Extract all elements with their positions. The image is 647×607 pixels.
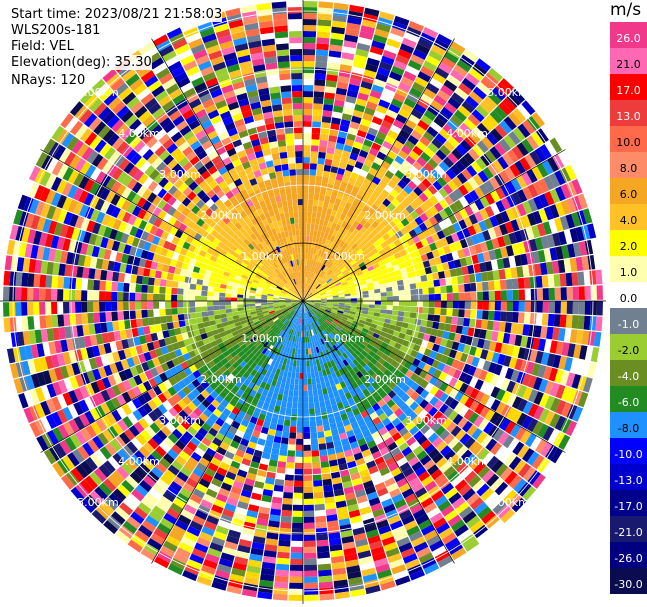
range-ring-label: 3.00km [405, 168, 447, 181]
azimuth-spoke [302, 300, 455, 564]
range-ring-label: 5.00km [487, 86, 529, 99]
range-ring-label: 2.00km [200, 373, 242, 386]
velocity-field [3, 1, 603, 601]
colorbar-tick-label: -21.0 [614, 526, 643, 539]
colorbar-tick-label: -8.0 [617, 422, 640, 435]
azimuth-spoke [151, 38, 304, 302]
colorbar-tick-label: -1.0 [617, 318, 640, 331]
colorbar-tick-label: -17.0 [614, 500, 643, 513]
instrument-label: WLS200s-181 [11, 23, 101, 38]
range-ring-labels: 1.00km 1.00km 1.00km 1.00km 2.00km 2.00km 2.00… [77, 86, 529, 509]
colorbar-tick-label: 17.0 [616, 84, 641, 97]
range-ring-label: 4.00km [446, 127, 488, 140]
colorbar-swatch [610, 48, 647, 74]
colorbar-swatch [610, 126, 647, 152]
colorbar-swatch [610, 204, 647, 230]
colorbar-swatch [610, 178, 647, 204]
colorbar-tick-label: -30.0 [614, 578, 643, 591]
colorbar-swatch [610, 360, 647, 386]
colorbar-tick-label: -6.0 [617, 396, 640, 409]
range-ring-label: 4.00km [118, 455, 160, 468]
azimuth-spoke [302, 38, 455, 302]
range-ring-label: 5.00km [77, 86, 119, 99]
colorbar-swatch [610, 22, 647, 48]
range-ring-label: 1.00km [241, 250, 283, 263]
colorbar-tick-label: 2.0 [619, 240, 638, 253]
range-ring-label: 5.00km [77, 496, 119, 509]
range-ring-label: 3.00km [159, 414, 201, 427]
colorbar-swatch [610, 464, 647, 490]
colorbar-swatch [610, 308, 647, 334]
colorbar-tick-label: 0.0 [619, 292, 638, 305]
range-ring-label: 3.00km [405, 414, 447, 427]
range-ring-label: 4.00km [446, 455, 488, 468]
colorbar-swatch [610, 490, 647, 516]
start-time-label: Start time: 2023/08/21 21:58:03 [11, 7, 223, 22]
elevation-label: Elevation(deg): 35.30 [11, 55, 152, 70]
colorbar-tick-label: 10.0 [616, 136, 641, 149]
range-ring-label: 5.00km [487, 496, 529, 509]
colorbar-tick-label: -13.0 [614, 474, 643, 487]
colorbar-tick-label: -10.0 [614, 448, 643, 461]
colorbar-tick-label: 4.0 [619, 214, 638, 227]
colorbar-swatch [610, 412, 647, 438]
colorbar-tick-label: 26.0 [616, 32, 641, 45]
colorbar-swatch [610, 334, 647, 360]
range-ring-label: 1.00km [323, 250, 365, 263]
azimuth-spoke [40, 149, 304, 302]
range-ring-label: 2.00km [200, 209, 242, 222]
range-ring-label: 1.00km [241, 332, 283, 345]
range-ring-label: 2.00km [364, 373, 406, 386]
azimuth-spoke [302, 300, 566, 453]
colorbar-tick-label: 8.0 [619, 162, 638, 175]
colorbar-tick-label: 21.0 [616, 58, 641, 71]
colorbar-swatch [610, 100, 647, 126]
nrays-label: NRays: 120 [11, 73, 86, 88]
colorbar-swatch [610, 438, 647, 464]
colorbar-tick-label: -26.0 [614, 552, 643, 565]
colorbar-tick-label: -2.0 [617, 344, 640, 357]
range-ring-label: 4.00km [118, 127, 160, 140]
colorbar-swatch [610, 230, 647, 256]
colorbar-swatch [610, 568, 647, 594]
colorbar-swatch [610, 256, 647, 282]
colorbar-swatch [610, 152, 647, 178]
range-ring-label: 2.00km [364, 209, 406, 222]
azimuth-spokes [0, 0, 606, 604]
range-ring-label: 3.00km [159, 168, 201, 181]
field-label: Field: VEL [11, 39, 74, 54]
colorbar-tick-label: 6.0 [619, 188, 638, 201]
colorbar-swatch [610, 74, 647, 100]
colorbar-tick-label: -4.0 [617, 370, 640, 383]
azimuth-spoke [151, 300, 304, 564]
colorbar-tick-label: 13.0 [616, 110, 641, 123]
colorbar-swatch [610, 516, 647, 542]
colorbar-swatch [610, 542, 647, 568]
azimuth-spoke [40, 300, 304, 453]
azimuth-spoke [302, 149, 566, 302]
colorbar-swatch [610, 386, 647, 412]
colorbar-tick-label: 1.0 [619, 266, 638, 279]
colorbar-unit: m/s [610, 0, 642, 20]
colorbar-swatch [610, 282, 647, 308]
range-ring-label: 1.00km [323, 332, 365, 345]
